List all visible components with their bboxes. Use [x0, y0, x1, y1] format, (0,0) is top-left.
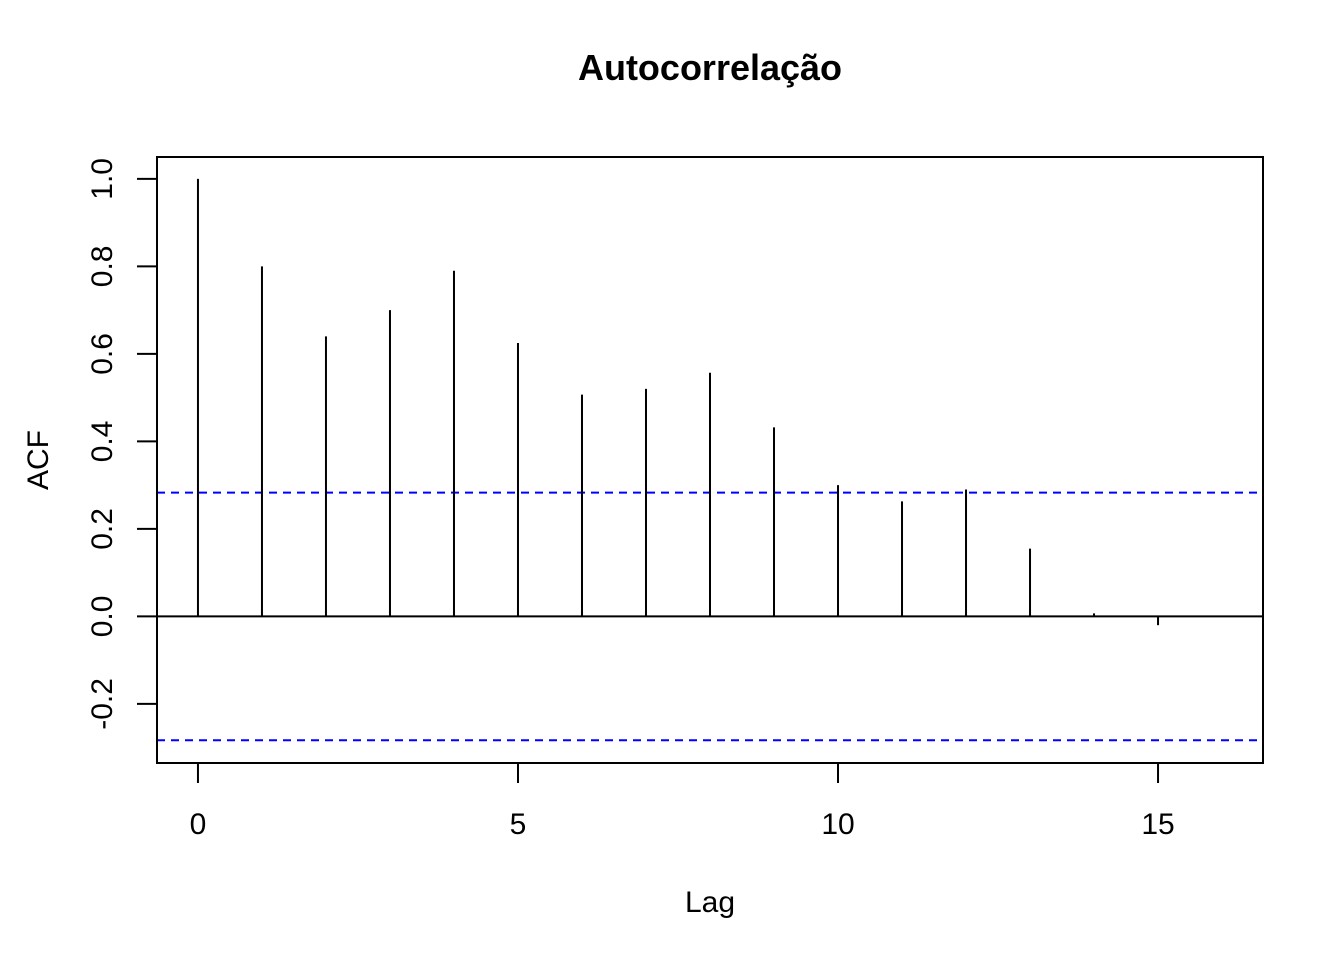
x-tick-label-0: 0	[190, 808, 207, 841]
y-tick-label-4: 0.6	[86, 333, 119, 375]
y-tick-label-5: 0.8	[86, 246, 119, 288]
y-axis: -0.2 0.0 0.2 0.4 0.6 0.8 1.0	[86, 158, 158, 730]
y-tick-label-0: -0.2	[86, 678, 119, 730]
x-tick-label-5: 5	[510, 808, 527, 841]
y-tick-label-2: 0.2	[86, 508, 119, 550]
y-axis-label: ACF	[22, 430, 55, 490]
x-tick-label-10: 10	[821, 808, 854, 841]
x-axis: 0 5 10 15	[190, 762, 1175, 841]
y-tick-label-1: 0.0	[86, 596, 119, 638]
x-axis-label: Lag	[685, 886, 735, 919]
plot-area	[157, 178, 1263, 742]
y-tick-label-6: 1.0	[86, 158, 119, 200]
y-tick-label-3: 0.4	[86, 421, 119, 463]
x-tick-label-15: 15	[1141, 808, 1174, 841]
chart-title: Autocorrelação	[578, 47, 842, 88]
